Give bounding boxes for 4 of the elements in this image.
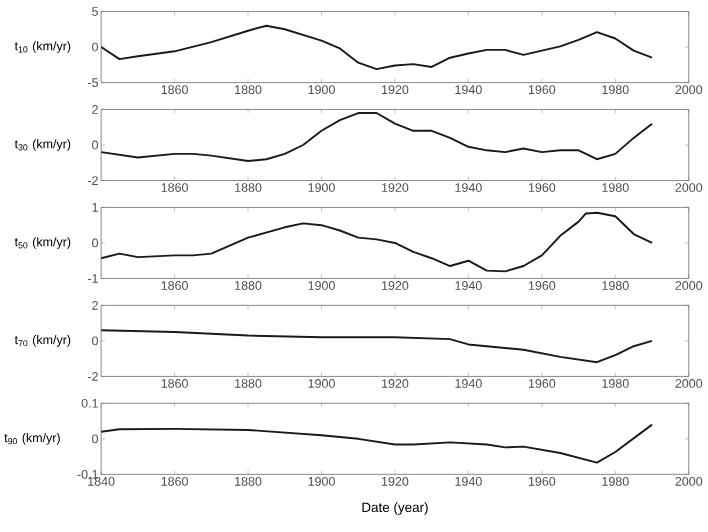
line-series [101,423,654,464]
line-series [101,112,654,162]
line-series [101,329,654,364]
line-series [101,211,654,273]
